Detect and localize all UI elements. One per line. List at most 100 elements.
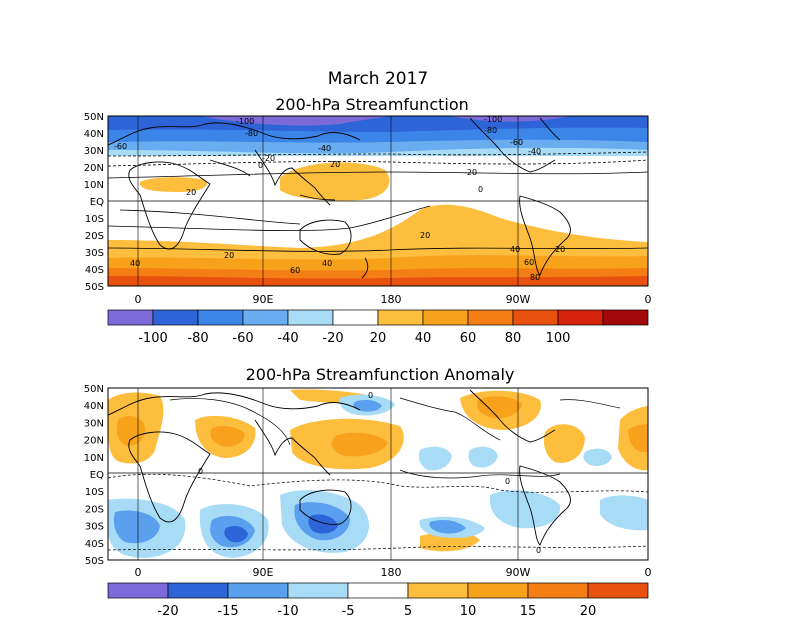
colorbar-label: 20 [580,604,597,618]
colorbar-swatch [197,309,244,326]
colorbar-swatch [527,582,589,599]
lon-tick-label: 180 [381,293,402,306]
colorbar-label: 80 [505,331,522,346]
contour-label: -60 [114,142,127,151]
colorbar-swatch [587,582,649,599]
colorbar-label: 20 [370,331,387,346]
contour-label: 0 [258,161,263,170]
lat-tick-label: 30S [85,248,104,259]
colorbar-streamfunction: -100 -80 -60 -40 -20 20 40 60 80 100 [107,309,649,346]
lat-tick-label: 50N [84,112,104,123]
contour-label: -40 [318,144,331,153]
contour-label: 40 [130,259,140,268]
contour-label: 0 [368,391,373,400]
contour-label: -60 [510,138,523,147]
coastlines [108,389,571,546]
lat-tick-label: 20S [85,231,104,242]
colorbar-label: 5 [404,604,412,618]
lat-tick-label: 50N [84,384,104,395]
contour-label: 60 [290,266,300,275]
panel1-frame [107,115,649,287]
colorbar-swatch [287,582,349,599]
colorbar-swatch [332,309,379,326]
contour-label: 0 [505,477,510,486]
streamfunction-map: -100 -80 -60 -40 -20 0 20 20 -100 -80 -6… [108,115,648,286]
lon-tick-label: 90E [253,293,274,306]
contour-label: 80 [530,273,540,282]
contour-label: 20 [420,231,430,240]
lon-tick-label: 0 [135,566,142,579]
colorbar-label: -10 [277,604,298,618]
contour-label: -80 [484,126,497,135]
colorbar-swatch [167,582,229,599]
colorbar-label: -20 [322,331,343,346]
lat-tick-label: 10S [85,214,104,225]
colorbar-anomaly: -20 -15 -10 -5 5 10 15 20 [107,582,649,618]
lat-tick-label: EQ [90,470,104,481]
lon-tick-label: 0 [645,566,652,579]
contour-label: 20 [555,245,565,254]
lon-tick-label: 180 [381,566,402,579]
lon-tick-label: 90E [253,566,274,579]
lat-tick-label: 10S [85,487,104,498]
lat-tick-label: 20N [84,436,104,447]
lat-tick-label: 10N [84,180,104,191]
contour-label: 20 [186,188,196,197]
colorbar-label: 60 [460,331,477,346]
contour-label: 20 [330,160,340,169]
colorbar-label: 10 [460,604,477,618]
lat-tick-label: 50S [85,556,104,567]
colorbar-swatch [557,309,604,326]
coastlines [108,117,571,279]
colorbar-label: 100 [546,331,571,346]
colorbar-swatch [347,582,409,599]
band-plus-80 [108,276,648,286]
contour-label: -100 [484,115,502,124]
contour-label: -20 [262,154,275,163]
contour-label: 20 [224,251,234,260]
lat-tick-label: 20N [84,163,104,174]
lon-tick-label: 90W [506,566,531,579]
lat-tick-label: 30S [85,522,104,533]
lat-tick-label: 40S [85,265,104,276]
lat-tick-label: 40S [85,539,104,550]
colorbar-swatch [152,309,199,326]
colorbar-swatch [107,582,169,599]
lon-tick-label: 0 [135,293,142,306]
lat-tick-label: 40N [84,129,104,140]
streamfunction-anomaly-map: 0 0 0 0 [108,388,648,560]
colorbar-label: -20 [157,604,178,618]
colorbar-swatch [287,309,334,326]
colorbar-label: 40 [415,331,432,346]
lat-tick-label: 50S [85,282,104,293]
lat-tick-label: 30N [84,418,104,429]
contour-label: 0 [536,546,541,555]
panel1-title: 200-hPa Streamfunction [275,95,469,114]
lat-tick-label: 40N [84,401,104,412]
contour-label: -20 [464,168,477,177]
lat-tick-label: 20S [85,504,104,515]
colorbar-swatch [467,309,514,326]
colorbar-swatch [512,309,559,326]
contour-label: 60 [524,258,534,267]
panel2-title: 200-hPa Streamfunction Anomaly [246,365,515,384]
colorbar-swatch [107,309,154,326]
colorbar-label: -60 [232,331,253,346]
lon-tick-label: 90W [506,293,531,306]
contour-label: 0 [198,467,203,476]
colorbar-swatch [377,309,424,326]
lat-tick-label: 30N [84,146,104,157]
contour-label: 0 [478,185,483,194]
colorbar-swatch [467,582,529,599]
panel2-frame [107,387,649,561]
lon-tick-label: 0 [645,293,652,306]
contour-label: 40 [322,259,332,268]
contour-label: -80 [245,129,258,138]
lat-tick-label: EQ [90,197,104,208]
colorbar-label: 15 [520,604,537,618]
colorbar-label: -100 [138,331,168,346]
contour-label: -100 [236,117,254,126]
colorbar-swatch [407,582,469,599]
blob-africa-north [139,177,208,192]
